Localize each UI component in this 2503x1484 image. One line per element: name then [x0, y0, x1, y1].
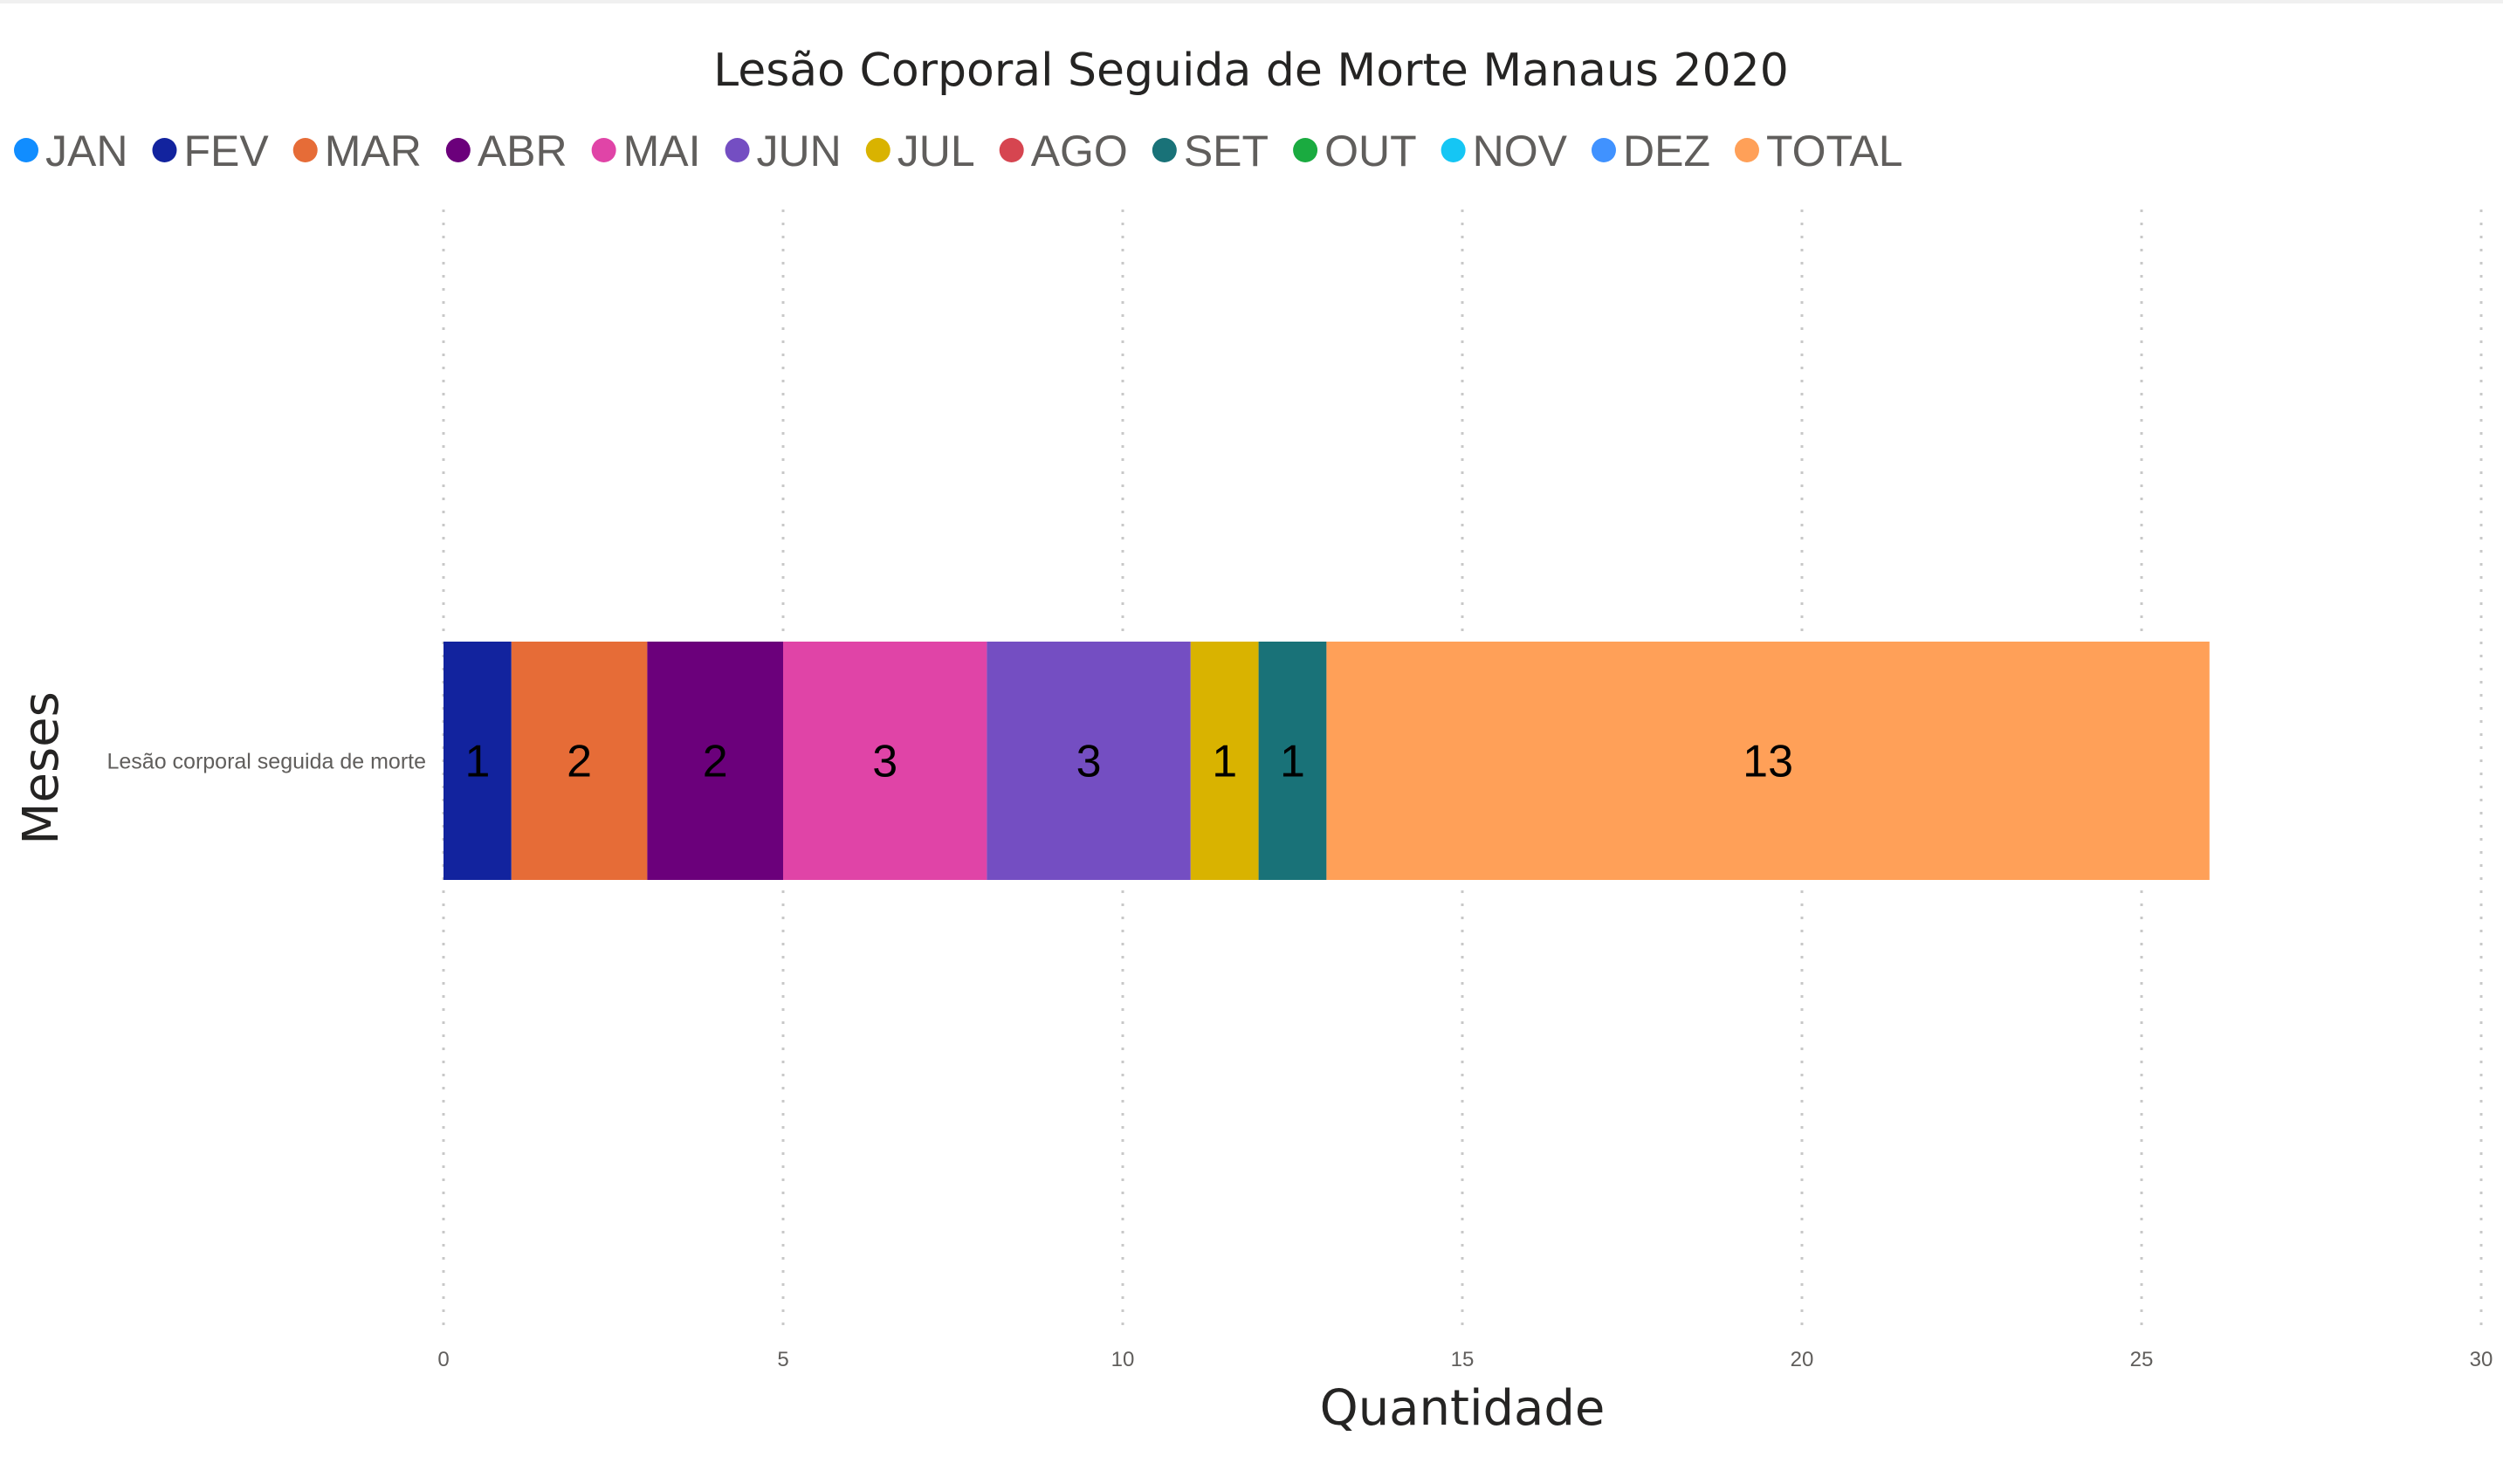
category-label: Lesão corporal seguida de morte — [107, 750, 426, 774]
legend-label-mar[interactable]: MAR — [325, 127, 422, 175]
legend-label-fev[interactable]: FEV — [183, 127, 269, 175]
legend-label-jun[interactable]: JUN — [757, 127, 842, 175]
legend-marker-dez[interactable] — [1591, 138, 1616, 162]
legend-label-nov[interactable]: NOV — [1473, 127, 1568, 175]
bars — [444, 642, 2210, 880]
x-axis-ticks: 0 5 10 15 20 25 30 — [437, 1348, 2493, 1371]
legend-label-jan[interactable]: JAN — [45, 127, 127, 175]
x-tick-label-0: 0 — [437, 1348, 449, 1371]
bar-segment-jul[interactable] — [1190, 642, 1259, 880]
x-tick-label-5: 5 — [777, 1348, 788, 1371]
data-labels: 1 2 2 3 3 1 1 13 — [464, 737, 1793, 787]
legend-marker-nov[interactable] — [1441, 138, 1466, 162]
legend-label-ago[interactable]: AGO — [1031, 127, 1128, 175]
data-label-jul: 1 — [1212, 737, 1237, 787]
legend-marker-jan[interactable] — [14, 138, 38, 162]
legend-label-jul[interactable]: JUL — [897, 127, 975, 175]
gridlines — [442, 210, 2483, 1327]
data-label-mai: 3 — [872, 737, 897, 787]
y-axis-title: Meses — [13, 691, 70, 845]
legend-marker-set[interactable] — [1152, 138, 1177, 162]
legend-marker-ago[interactable] — [999, 138, 1024, 162]
legend-label-mai[interactable]: MAI — [623, 127, 701, 175]
legend-label-total[interactable]: TOTAL — [1766, 127, 1903, 175]
data-label-mar: 2 — [567, 737, 592, 787]
x-tick-label-20: 20 — [1791, 1348, 1814, 1371]
legend-marker-fev[interactable] — [152, 138, 177, 162]
data-label-jun: 3 — [1076, 737, 1102, 787]
legend-marker-total[interactable] — [1734, 138, 1759, 162]
x-axis-title: Quantidade — [1320, 1380, 1606, 1437]
legend-marker-out[interactable] — [1293, 138, 1318, 162]
bar-segment-mai[interactable] — [783, 642, 987, 880]
x-tick-label-10: 10 — [1111, 1348, 1135, 1371]
legend-marker-mar[interactable] — [292, 138, 318, 162]
bar-segment-jun[interactable] — [987, 642, 1191, 880]
x-tick-label-30: 30 — [2470, 1348, 2493, 1371]
bar-segment-set[interactable] — [1258, 642, 1327, 880]
bar-segment-total[interactable] — [1326, 642, 2210, 880]
y-axis-categories: Lesão corporal seguida de morte — [107, 750, 426, 774]
legend: JAN FEV MAR ABR MAI JUN JUL AGO SET OUT NOV DEZ TOTA… — [14, 127, 1903, 175]
legend-label-abr[interactable]: ABR — [478, 127, 567, 175]
legend-marker-jun[interactable] — [725, 138, 750, 162]
legend-label-dez[interactable]: DEZ — [1623, 127, 1710, 175]
x-tick-label-15: 15 — [1451, 1348, 1475, 1371]
bar-segment-abr[interactable] — [647, 642, 783, 880]
x-tick-label-25: 25 — [2130, 1348, 2154, 1371]
data-label-fev: 1 — [464, 737, 490, 787]
legend-label-set[interactable]: SET — [1184, 127, 1269, 175]
legend-marker-jul[interactable] — [865, 138, 890, 162]
bar-segment-fev[interactable] — [444, 642, 512, 880]
top-border — [0, 0, 2503, 3]
chart-title: Lesão Corporal Seguida de Morte Manaus 2… — [713, 45, 1789, 97]
legend-marker-abr[interactable] — [445, 138, 471, 162]
data-label-abr: 2 — [703, 737, 728, 787]
legend-label-out[interactable]: OUT — [1324, 127, 1417, 175]
data-label-set: 1 — [1280, 737, 1305, 787]
bar-segment-mar[interactable] — [511, 642, 648, 880]
data-label-total: 13 — [1743, 737, 1793, 787]
legend-marker-mai[interactable] — [591, 138, 616, 162]
